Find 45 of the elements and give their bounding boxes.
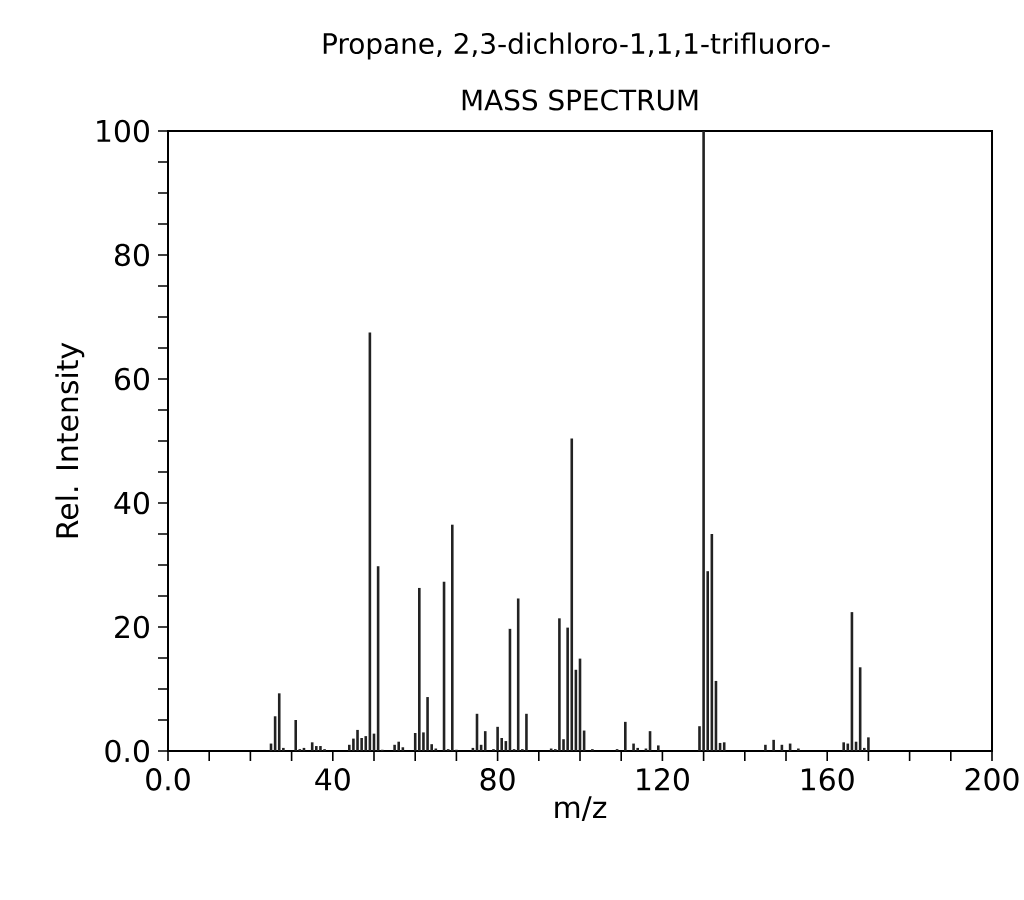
bar (356, 729, 359, 751)
bar (764, 744, 767, 751)
chart-title: Propane, 2,3-dichloro-1,1,1-trifluoro- (323, 32, 830, 60)
bar (426, 697, 429, 751)
bar (636, 747, 639, 751)
bar (315, 746, 318, 751)
bar (867, 737, 870, 751)
bar (558, 618, 561, 751)
bar (772, 739, 775, 751)
y-tick-label: 40 (114, 491, 149, 515)
bar (319, 746, 322, 751)
bar (624, 721, 627, 751)
x-tick-label: 120 (637, 768, 689, 791)
y-axis-title: Rel. Intensity (55, 342, 85, 538)
bar (722, 742, 726, 751)
bar (294, 720, 298, 751)
bar (656, 745, 660, 751)
bar (310, 742, 314, 751)
chart-subtitle: MASS SPECTRUM (462, 89, 698, 111)
bar (397, 741, 401, 751)
y-tick-label: 80 (114, 243, 149, 267)
x-tick-label: 200 (965, 768, 1019, 791)
y-tick-label: 100 (97, 119, 149, 143)
bar (516, 598, 520, 751)
bar (450, 524, 454, 751)
bar (525, 713, 528, 751)
x-tick-label: 160 (801, 768, 854, 791)
bar (702, 130, 705, 751)
y-tick-label: 60 (115, 367, 149, 391)
bar (496, 726, 499, 751)
y-tick-label: 0.0 (105, 739, 149, 763)
x-tick-label: 40 (315, 768, 350, 791)
bar (632, 743, 635, 751)
bar (570, 438, 574, 751)
y-tick-label: 20 (115, 615, 149, 639)
x-axis-title: m/z (555, 796, 607, 821)
bar (364, 736, 368, 751)
bar (418, 587, 421, 751)
bar (277, 693, 281, 751)
x-tick-label: 80 (480, 768, 515, 791)
bar (842, 742, 845, 751)
x-tick-label: 0.0 (146, 768, 190, 791)
bar (483, 731, 487, 751)
bar (393, 744, 396, 751)
bar (797, 748, 800, 751)
